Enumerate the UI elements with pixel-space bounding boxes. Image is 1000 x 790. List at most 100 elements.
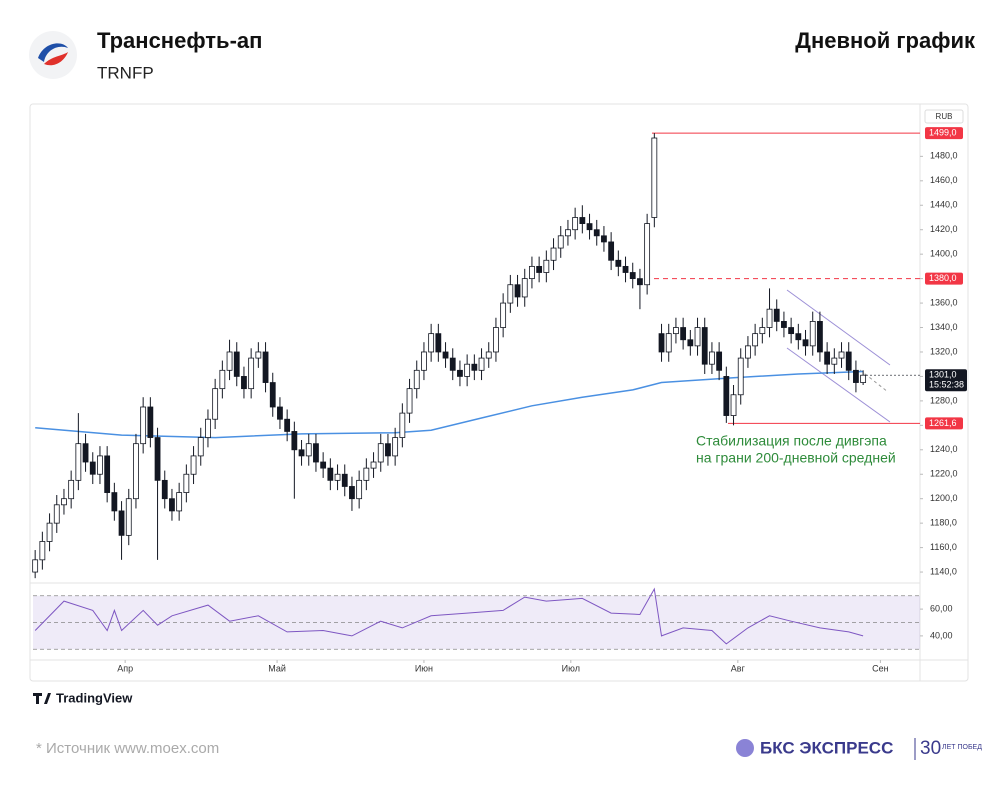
rsi-tick-label: 60,00 xyxy=(930,603,953,613)
rsi-line xyxy=(34,587,864,645)
candle-body xyxy=(248,357,255,390)
candle-body xyxy=(737,357,744,396)
candle-body xyxy=(118,510,125,536)
candle-body xyxy=(752,333,759,347)
candle-body xyxy=(449,357,456,371)
candle-body xyxy=(428,333,435,353)
x-tick-label: Сен xyxy=(872,663,889,673)
brand-tag: ЛЕТ ПОБЕД xyxy=(942,744,982,751)
y-tick-label: 1200,0 xyxy=(930,493,958,503)
candle-body xyxy=(658,333,665,353)
candle-body xyxy=(694,327,701,347)
level-label-box xyxy=(925,417,963,430)
candle-body xyxy=(241,376,247,390)
candle-body xyxy=(493,327,499,353)
y-tick-label: 1160,0 xyxy=(930,542,957,552)
tradingview: TradingView xyxy=(56,690,133,705)
candle-body xyxy=(370,461,377,469)
candle-body xyxy=(766,308,773,328)
candle-body xyxy=(197,437,204,457)
candle-body xyxy=(61,498,67,506)
level-label: 1380,0 xyxy=(929,273,957,283)
y-tick-label: 1480,0 xyxy=(930,151,958,161)
last-price-label: 1301,0 xyxy=(929,370,957,380)
candle-body xyxy=(68,479,75,500)
candle-body xyxy=(608,241,615,261)
candle-body xyxy=(759,327,766,335)
candle-body xyxy=(349,486,355,500)
candle-body xyxy=(161,479,168,500)
candle-body xyxy=(838,351,845,359)
candle-body xyxy=(788,327,795,335)
candle-body xyxy=(226,351,233,371)
candle-body xyxy=(565,229,571,237)
candle-body xyxy=(860,374,867,383)
x-tick-label: Июл xyxy=(562,663,580,673)
candle-body xyxy=(327,467,334,481)
y-tick-label: 1280,0 xyxy=(930,395,958,405)
y-tick-label: 1320,0 xyxy=(930,346,958,356)
candle-body xyxy=(421,351,427,371)
source: * Источник www.moex.com xyxy=(36,740,219,757)
annotation: Стабилизация после дивгэпа xyxy=(696,433,887,449)
y-tick-label: 1240,0 xyxy=(930,444,958,454)
candle-body xyxy=(716,351,723,371)
candle-body xyxy=(680,327,687,341)
y-tick-label: 1420,0 xyxy=(930,224,958,234)
last-price-box xyxy=(925,369,967,392)
brand-years: 30 xyxy=(920,738,941,759)
candle-body xyxy=(557,235,564,249)
y-tick-label: 1440,0 xyxy=(930,200,958,210)
y-tick-label: 1220,0 xyxy=(930,469,958,479)
candle-body xyxy=(190,455,197,475)
candle-body xyxy=(219,369,226,390)
candle-body xyxy=(831,357,838,365)
candle-body xyxy=(644,223,651,286)
y-tick-label: 1360,0 xyxy=(930,297,958,307)
candle-body xyxy=(399,412,406,438)
candle-body xyxy=(205,418,211,438)
rsi-tick-label: 40,00 xyxy=(930,630,953,640)
candle-body xyxy=(413,369,420,390)
candle-body xyxy=(601,235,607,243)
candle-body xyxy=(723,376,730,416)
x-tick-label: Апр xyxy=(117,663,133,673)
candle-body xyxy=(255,351,262,359)
right-title: Дневной график xyxy=(795,28,976,53)
candle-body xyxy=(442,351,449,359)
candle-body xyxy=(75,443,82,481)
ma-line xyxy=(35,370,864,439)
candle-body xyxy=(478,357,485,371)
candle-body xyxy=(795,333,802,341)
candle-body xyxy=(521,278,528,298)
candle-body xyxy=(284,418,291,432)
candle-body xyxy=(435,333,442,353)
candle-body xyxy=(313,443,319,463)
candle-body xyxy=(269,382,276,408)
candle-body xyxy=(673,327,679,335)
candle-body xyxy=(773,308,780,322)
candle-body xyxy=(485,351,492,359)
y-tick-label: 1140,0 xyxy=(930,566,957,576)
candle-body xyxy=(781,321,787,328)
candle-body xyxy=(111,492,118,512)
chart-frame xyxy=(29,103,969,682)
tradingview-logo xyxy=(33,693,51,704)
candle-body xyxy=(824,351,831,365)
candle-body xyxy=(615,259,622,267)
x-tick-label: Май xyxy=(268,663,286,673)
candle-body xyxy=(233,351,240,377)
candle-body xyxy=(471,363,478,371)
candle-body xyxy=(809,321,816,347)
candle-body xyxy=(392,437,399,457)
candle-body xyxy=(53,504,60,524)
candle-body xyxy=(133,443,139,500)
candle-body xyxy=(82,443,89,463)
candle-body xyxy=(291,431,298,451)
logo xyxy=(29,31,77,79)
candle-body xyxy=(586,223,593,231)
y-tick-label: 1180,0 xyxy=(930,518,957,528)
candle-body xyxy=(637,278,643,286)
